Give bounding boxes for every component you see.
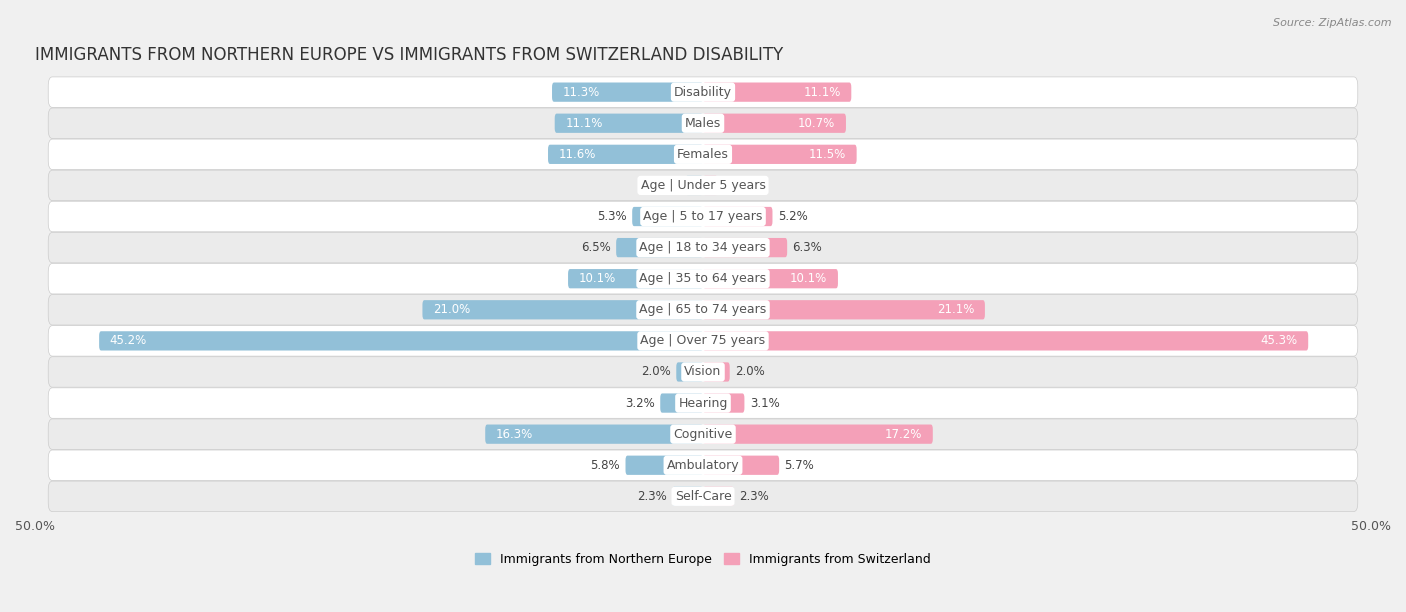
- FancyBboxPatch shape: [48, 419, 1358, 449]
- Text: IMMIGRANTS FROM NORTHERN EUROPE VS IMMIGRANTS FROM SWITZERLAND DISABILITY: IMMIGRANTS FROM NORTHERN EUROPE VS IMMIG…: [35, 46, 783, 64]
- Text: Males: Males: [685, 117, 721, 130]
- Text: 2.3%: 2.3%: [637, 490, 666, 503]
- Text: Age | 5 to 17 years: Age | 5 to 17 years: [644, 210, 762, 223]
- FancyBboxPatch shape: [703, 207, 772, 226]
- Text: 6.5%: 6.5%: [581, 241, 610, 254]
- FancyBboxPatch shape: [48, 77, 1358, 107]
- Text: 6.3%: 6.3%: [793, 241, 823, 254]
- Text: 11.6%: 11.6%: [558, 148, 596, 161]
- FancyBboxPatch shape: [48, 388, 1358, 418]
- FancyBboxPatch shape: [548, 144, 703, 164]
- Text: 3.1%: 3.1%: [749, 397, 779, 409]
- Text: Ambulatory: Ambulatory: [666, 459, 740, 472]
- FancyBboxPatch shape: [568, 269, 703, 288]
- Text: 11.3%: 11.3%: [562, 86, 600, 99]
- FancyBboxPatch shape: [633, 207, 703, 226]
- Text: Age | Under 5 years: Age | Under 5 years: [641, 179, 765, 192]
- FancyBboxPatch shape: [703, 83, 851, 102]
- FancyBboxPatch shape: [48, 481, 1358, 512]
- FancyBboxPatch shape: [703, 425, 932, 444]
- FancyBboxPatch shape: [48, 201, 1358, 232]
- FancyBboxPatch shape: [703, 144, 856, 164]
- Text: Females: Females: [678, 148, 728, 161]
- Text: 2.0%: 2.0%: [735, 365, 765, 378]
- FancyBboxPatch shape: [48, 263, 1358, 294]
- Text: 21.1%: 21.1%: [936, 304, 974, 316]
- FancyBboxPatch shape: [703, 331, 1308, 351]
- Text: 10.1%: 10.1%: [790, 272, 827, 285]
- Legend: Immigrants from Northern Europe, Immigrants from Switzerland: Immigrants from Northern Europe, Immigra…: [470, 548, 936, 571]
- FancyBboxPatch shape: [555, 114, 703, 133]
- Text: 11.5%: 11.5%: [808, 148, 846, 161]
- FancyBboxPatch shape: [48, 326, 1358, 356]
- Text: 1.3%: 1.3%: [651, 179, 681, 192]
- FancyBboxPatch shape: [422, 300, 703, 319]
- Text: 5.8%: 5.8%: [591, 459, 620, 472]
- Text: 10.1%: 10.1%: [579, 272, 616, 285]
- FancyBboxPatch shape: [703, 394, 744, 412]
- Text: 1.1%: 1.1%: [723, 179, 754, 192]
- FancyBboxPatch shape: [703, 114, 846, 133]
- FancyBboxPatch shape: [485, 425, 703, 444]
- Text: 3.2%: 3.2%: [626, 397, 655, 409]
- Text: Age | Over 75 years: Age | Over 75 years: [641, 334, 765, 348]
- FancyBboxPatch shape: [703, 487, 734, 506]
- FancyBboxPatch shape: [48, 108, 1358, 138]
- Text: 45.3%: 45.3%: [1260, 334, 1298, 348]
- FancyBboxPatch shape: [616, 238, 703, 257]
- FancyBboxPatch shape: [676, 362, 703, 382]
- Text: 5.3%: 5.3%: [598, 210, 627, 223]
- FancyBboxPatch shape: [686, 176, 703, 195]
- Text: 2.0%: 2.0%: [641, 365, 671, 378]
- FancyBboxPatch shape: [48, 357, 1358, 387]
- Text: 2.3%: 2.3%: [740, 490, 769, 503]
- Text: 21.0%: 21.0%: [433, 304, 471, 316]
- Text: 17.2%: 17.2%: [884, 428, 922, 441]
- Text: Age | 65 to 74 years: Age | 65 to 74 years: [640, 304, 766, 316]
- FancyBboxPatch shape: [661, 394, 703, 412]
- FancyBboxPatch shape: [48, 170, 1358, 201]
- Text: Cognitive: Cognitive: [673, 428, 733, 441]
- FancyBboxPatch shape: [703, 300, 984, 319]
- FancyBboxPatch shape: [48, 294, 1358, 325]
- Text: 16.3%: 16.3%: [496, 428, 533, 441]
- FancyBboxPatch shape: [672, 487, 703, 506]
- Text: Age | 18 to 34 years: Age | 18 to 34 years: [640, 241, 766, 254]
- FancyBboxPatch shape: [100, 331, 703, 351]
- FancyBboxPatch shape: [703, 238, 787, 257]
- Text: Self-Care: Self-Care: [675, 490, 731, 503]
- FancyBboxPatch shape: [48, 139, 1358, 170]
- Text: 10.7%: 10.7%: [799, 117, 835, 130]
- FancyBboxPatch shape: [553, 83, 703, 102]
- Text: 45.2%: 45.2%: [110, 334, 148, 348]
- FancyBboxPatch shape: [703, 269, 838, 288]
- Text: 11.1%: 11.1%: [803, 86, 841, 99]
- FancyBboxPatch shape: [703, 455, 779, 475]
- Text: 5.2%: 5.2%: [778, 210, 807, 223]
- Text: Vision: Vision: [685, 365, 721, 378]
- Text: Disability: Disability: [673, 86, 733, 99]
- FancyBboxPatch shape: [48, 450, 1358, 480]
- FancyBboxPatch shape: [48, 233, 1358, 263]
- Text: 11.1%: 11.1%: [565, 117, 603, 130]
- Text: 5.7%: 5.7%: [785, 459, 814, 472]
- FancyBboxPatch shape: [626, 455, 703, 475]
- FancyBboxPatch shape: [703, 362, 730, 382]
- Text: Hearing: Hearing: [678, 397, 728, 409]
- Text: Source: ZipAtlas.com: Source: ZipAtlas.com: [1274, 18, 1392, 28]
- FancyBboxPatch shape: [703, 176, 717, 195]
- Text: Age | 35 to 64 years: Age | 35 to 64 years: [640, 272, 766, 285]
